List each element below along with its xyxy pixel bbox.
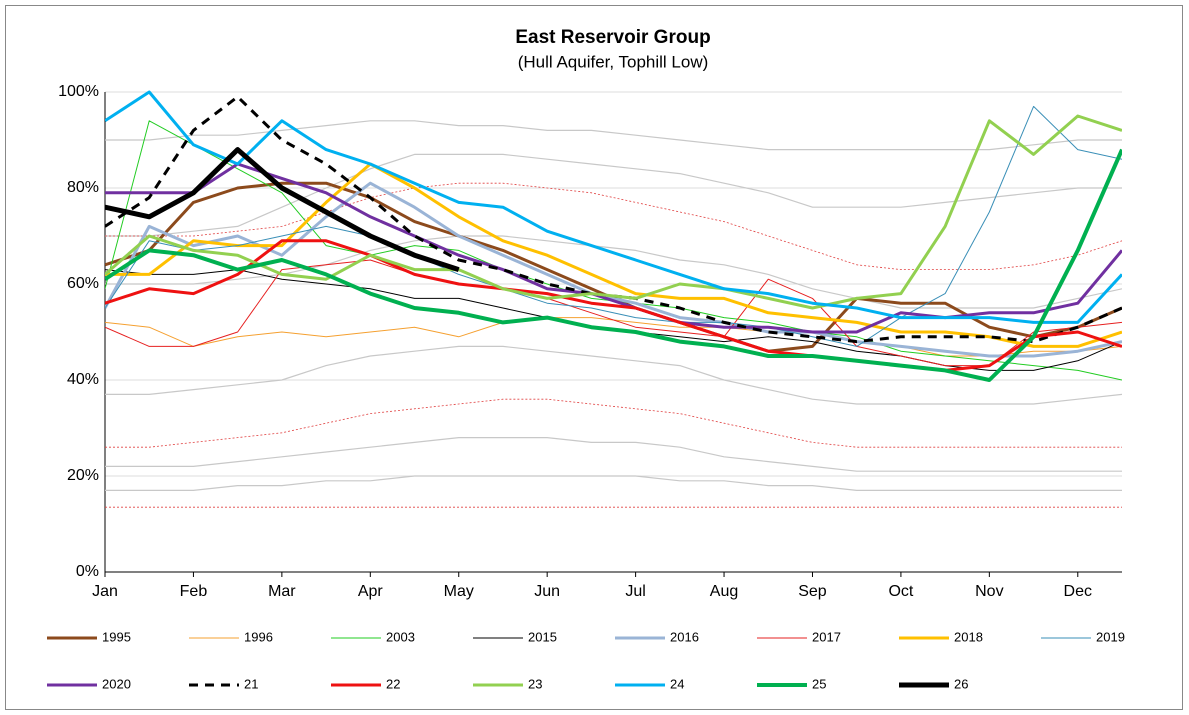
legend-label: 2015 [528,629,557,644]
series-line [105,90,1122,324]
series-line [105,259,1122,367]
legend-label: 2017 [812,629,841,644]
y-tick-label: 0% [76,563,99,580]
x-tick-label: Jun [534,583,560,600]
y-tick-label: 60% [67,275,99,292]
x-tick-label: Dec [1064,583,1092,600]
legend-label: 21 [244,676,258,691]
x-tick-label: Aug [710,583,738,600]
x-tick-label: Jan [92,583,118,600]
legend-label: 2019 [1096,629,1125,644]
legend-label: 1996 [244,629,273,644]
series-line [105,181,1122,358]
series-line [105,147,460,272]
x-tick-label: Oct [888,583,913,600]
series-line [105,239,1122,372]
reference-line [105,398,1122,448]
chart-title: East Reservoir Group [515,27,710,48]
legend: 1995 1996 2003 2015 2016 2017 2018 2019 2020 21 22… [47,629,1125,691]
series-line [105,148,1122,382]
reference-line [105,182,1122,270]
reference-line [105,153,1122,237]
legend-label: 2016 [670,629,699,644]
series-line [105,105,1122,347]
legend-label: 2003 [386,629,415,644]
reference-line [105,475,1122,491]
x-tick-label: Mar [268,583,296,600]
x-tick-label: Jul [625,583,645,600]
chart-subtitle: (Hull Aquifer, Tophill Low) [518,52,709,71]
y-tick-label: 100% [58,83,99,100]
reference-line [105,437,1122,472]
reference-line [105,345,1122,405]
x-tick-label: May [444,583,474,600]
legend-label: 25 [812,676,826,691]
reference-line [105,120,1122,151]
x-tick-label: Apr [358,583,384,600]
legend-label: 26 [954,676,968,691]
legend-label: 22 [386,676,400,691]
y-tick-label: 80% [67,179,99,196]
legend-label: 24 [670,676,684,691]
x-tick-label: Sep [798,583,827,600]
x-tick-label: Nov [975,583,1003,600]
legend-label: 2020 [102,676,131,691]
y-tick-label: 40% [67,371,99,388]
legend-label: 1995 [102,629,131,644]
y-tick-label: 20% [67,467,99,484]
x-tick-label: Feb [180,583,208,600]
legend-label: 23 [528,676,542,691]
series-line [105,114,1122,310]
legend-label: 2018 [954,629,983,644]
